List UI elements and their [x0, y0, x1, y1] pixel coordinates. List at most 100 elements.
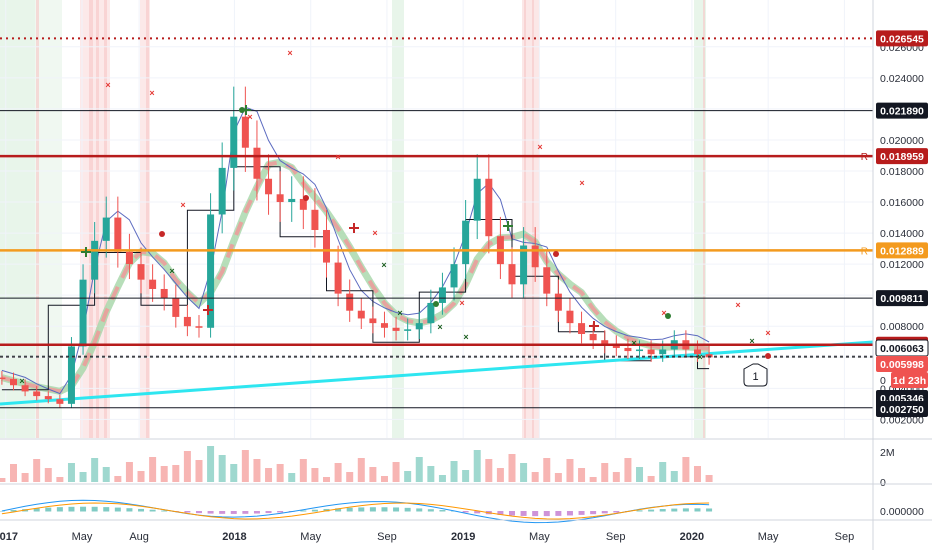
volume-bar: [415, 457, 423, 482]
dot-marker: [159, 231, 165, 237]
volume-bar: [589, 477, 597, 482]
sell-cross-marker: ×: [537, 142, 542, 152]
highlight-stripe: [96, 0, 99, 438]
volume-tick-label: 2M: [880, 447, 895, 459]
candle: [693, 349, 701, 355]
time-tick-label: May: [72, 531, 93, 543]
macd-histogram-bar: [300, 510, 307, 512]
sell-cross-marker: ×: [735, 300, 740, 310]
volume-bar: [323, 477, 331, 482]
volume-bar: [21, 473, 29, 482]
macd-histogram-bar: [369, 507, 376, 512]
time-axis: 2017 May Aug 2018 May Sep 2019 May Sep 2020 May Sep: [0, 531, 854, 543]
candle: [415, 323, 423, 330]
buy-cross-marker: ×: [381, 260, 386, 270]
candle: [79, 279, 87, 347]
macd-histogram-bar: [439, 510, 446, 512]
macd-histogram-bar: [648, 509, 655, 512]
candle: [195, 326, 203, 328]
annotation-text: 1: [752, 371, 758, 383]
candle: [566, 310, 574, 324]
price-badge-text: 0.012889: [880, 245, 924, 257]
volume-bar: [346, 472, 354, 482]
candle: [56, 399, 64, 404]
volume-bar: [404, 471, 412, 482]
candle: [357, 310, 365, 319]
macd-histogram-bar: [138, 508, 145, 512]
volume-bar: [276, 464, 284, 482]
price-badge-text: 0.018959: [880, 151, 924, 163]
macd-histogram-bar: [659, 509, 666, 512]
volume-bar: [172, 465, 180, 482]
candle: [380, 323, 388, 328]
volume-bar: [369, 467, 377, 482]
macd-histogram-bar: [520, 511, 527, 516]
price-tick-label: 0.014000: [880, 228, 924, 240]
price-badges: 0.026545 0.021890 0.018959 0.012889 0.009811…: [875, 30, 929, 417]
macd-histogram-bar: [694, 508, 701, 512]
candle: [265, 178, 273, 195]
volume-bar: [288, 473, 296, 482]
sell-cross-marker: ×: [180, 200, 185, 210]
candle: [276, 194, 284, 203]
macd-histogram-bar: [706, 508, 713, 512]
macd-histogram-bar: [393, 507, 400, 512]
sell-cross-marker: ×: [765, 328, 770, 338]
volume-bar: [218, 455, 226, 482]
volume-bar: [496, 468, 504, 482]
volume-bar: [693, 466, 701, 482]
level-marker: R: [861, 246, 868, 257]
candle: [705, 354, 713, 358]
time-tick-label: Sep: [835, 531, 855, 543]
candle: [659, 349, 667, 355]
highlight-stripe: [36, 0, 39, 438]
price-tick-label: 0.002000: [880, 414, 924, 426]
macd-pane: [0, 499, 713, 524]
macd-histogram-bar: [462, 511, 469, 513]
time-tick-label: 2018: [222, 531, 246, 543]
macd-histogram-bar: [601, 511, 608, 514]
macd-histogram-bar: [416, 508, 423, 512]
price-tick-label: 0.012000: [880, 259, 924, 271]
sell-cross-marker: ×: [459, 298, 464, 308]
macd-histogram-bar: [508, 511, 515, 516]
candle: [102, 217, 110, 241]
volume-bar: [601, 463, 609, 482]
blue-indicator-line: [1, 106, 710, 395]
price-badge: [876, 356, 928, 372]
volume-bar: [102, 467, 110, 482]
candle: [578, 323, 586, 334]
volume-bar: [647, 476, 655, 482]
candle: [462, 220, 470, 265]
candle: [125, 251, 133, 265]
volume-bar: [265, 468, 273, 482]
macd-histogram-bar: [555, 511, 562, 516]
dot-marker: [553, 251, 559, 257]
candle: [91, 240, 99, 280]
candle: [624, 347, 632, 352]
volume-bar: [299, 459, 307, 482]
price-badge-text: 0.009811: [880, 293, 923, 305]
macd-histogram-bar: [311, 509, 318, 512]
price-tick-label: 0.018000: [880, 166, 924, 178]
highlight-stripe: [703, 0, 705, 438]
buy-cross-marker: ×: [749, 336, 754, 346]
volume-bar: [149, 457, 157, 482]
macd-histogram-bar: [242, 511, 249, 514]
candle: [33, 391, 41, 397]
volume-bar: [9, 464, 17, 482]
volume-bar: [207, 446, 215, 482]
annotation-callout: 1: [743, 363, 768, 387]
macd-histogram-bar: [103, 507, 110, 512]
candle: [0, 377, 6, 380]
volume-bar: [195, 460, 203, 482]
time-tick-label: 2019: [451, 531, 475, 543]
price-badge-text: 0.021890: [880, 106, 924, 118]
candle: [508, 264, 516, 285]
price-tick-label: 0.024000: [880, 73, 924, 85]
price-badge: [876, 102, 928, 119]
candle: [636, 349, 644, 352]
volume-bar: [44, 468, 52, 482]
volume-pane: [0, 446, 713, 482]
time-tick-label: Sep: [377, 531, 397, 543]
